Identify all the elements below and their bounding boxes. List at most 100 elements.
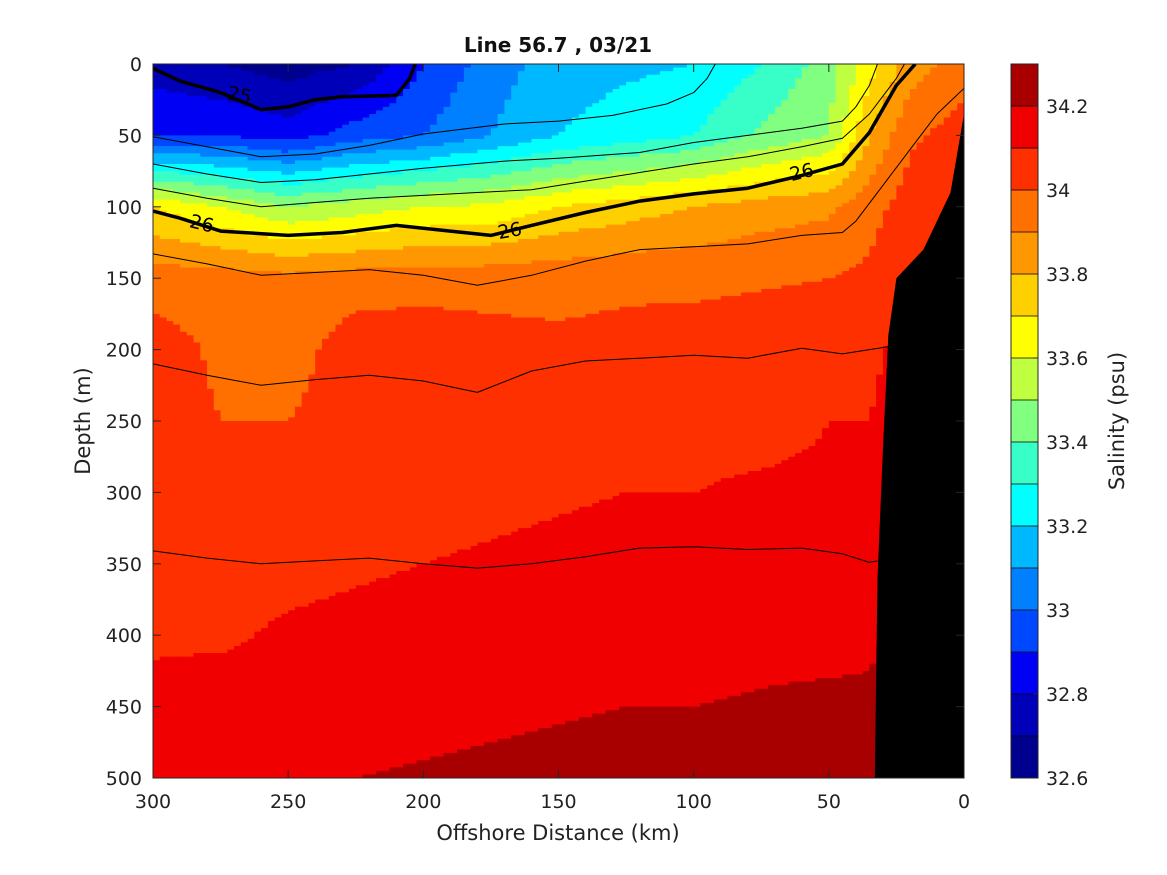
salinity-cell [159, 610, 168, 615]
salinity-cell [153, 417, 161, 422]
salinity-cell [166, 356, 174, 362]
salinity-cell [193, 217, 202, 222]
salinity-cell [180, 363, 188, 369]
salinity-cell [166, 503, 174, 508]
salinity-cell [153, 381, 161, 386]
salinity-cell [153, 121, 161, 126]
salinity-cell [193, 674, 202, 679]
salinity-cell [159, 281, 168, 287]
salinity-cell [193, 138, 202, 144]
salinity-cell [180, 735, 188, 740]
salinity-cell [166, 431, 174, 436]
salinity-cell [193, 442, 202, 447]
salinity-cell [186, 710, 195, 715]
salinity-cell [200, 392, 208, 397]
salinity-cell [180, 96, 188, 101]
salinity-cell [166, 653, 174, 658]
salinity-cell [173, 767, 181, 772]
salinity-cell [159, 338, 168, 344]
salinity-cell [186, 528, 195, 533]
salinity-cell [186, 756, 195, 761]
salinity-cell [159, 731, 168, 736]
salinity-cell [173, 121, 181, 126]
salinity-cell [193, 224, 202, 229]
salinity-cell [193, 163, 202, 169]
salinity-cell [153, 217, 161, 222]
salinity-cell [173, 92, 181, 97]
salinity-cell [180, 103, 188, 108]
salinity-cell [193, 678, 202, 683]
salinity-cell [173, 542, 181, 547]
salinity-cell [193, 485, 202, 490]
salinity-cell [200, 71, 208, 76]
salinity-cell [173, 203, 181, 208]
salinity-cell [173, 174, 181, 179]
salinity-cell [180, 431, 188, 436]
salinity-cell [173, 242, 181, 247]
salinity-cell [159, 178, 168, 183]
salinity-cell [186, 410, 195, 415]
salinity-cell [166, 542, 174, 547]
salinity-cell [173, 253, 181, 258]
salinity-cell [173, 695, 181, 701]
salinity-cell [180, 445, 188, 451]
salinity-cell [180, 92, 188, 97]
salinity-cell [159, 374, 168, 379]
salinity-cell [200, 481, 208, 486]
salinity-cell [180, 221, 188, 226]
salinity-cell [166, 524, 174, 529]
salinity-cell [180, 481, 188, 486]
salinity-cell [159, 181, 168, 187]
salinity-cell [173, 410, 181, 415]
salinity-cell [186, 110, 195, 115]
salinity-cell [173, 153, 181, 158]
salinity-cell [153, 353, 161, 358]
salinity-cell [173, 310, 181, 315]
salinity-cell [193, 335, 202, 340]
salinity-cell [180, 731, 188, 736]
salinity-cell [186, 217, 195, 222]
salinity-cell [159, 278, 168, 283]
salinity-cell [180, 163, 188, 169]
salinity-cell [200, 474, 208, 479]
salinity-cell [186, 260, 195, 265]
salinity-cell [186, 617, 195, 622]
salinity-cell [193, 181, 202, 187]
salinity-cell [153, 685, 161, 690]
salinity-cell [193, 656, 202, 661]
salinity-cell [180, 645, 188, 651]
salinity-cell [193, 281, 202, 287]
salinity-cell [153, 653, 161, 658]
salinity-cell [159, 695, 168, 701]
salinity-cell [173, 699, 181, 704]
salinity-cell [166, 574, 174, 579]
salinity-cell [153, 106, 161, 112]
salinity-cell [186, 392, 195, 397]
salinity-cell [173, 117, 181, 122]
salinity-cell [159, 128, 168, 133]
salinity-cell [166, 678, 174, 683]
salinity-cell [173, 499, 181, 504]
salinity-cell [166, 96, 174, 101]
salinity-cell [180, 317, 188, 322]
salinity-cell [153, 460, 161, 465]
salinity-cell [193, 263, 202, 269]
salinity-cell [193, 385, 202, 390]
salinity-cell [153, 178, 161, 183]
salinity-cell [200, 263, 208, 269]
salinity-cell [186, 253, 195, 258]
salinity-cell [173, 346, 181, 351]
salinity-cell [153, 221, 161, 226]
salinity-cell [166, 695, 174, 701]
salinity-cell [173, 399, 181, 404]
salinity-cell [200, 313, 208, 319]
salinity-cell [200, 413, 208, 419]
salinity-cell [193, 667, 202, 672]
salinity-cell [193, 606, 202, 611]
salinity-cell [173, 367, 181, 372]
salinity-cell [153, 421, 161, 426]
salinity-cell [166, 463, 174, 469]
salinity-cell [180, 456, 188, 461]
salinity-cell [186, 624, 195, 629]
